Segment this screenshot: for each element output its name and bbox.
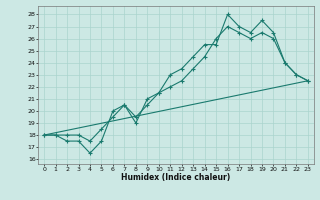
X-axis label: Humidex (Indice chaleur): Humidex (Indice chaleur) [121,173,231,182]
